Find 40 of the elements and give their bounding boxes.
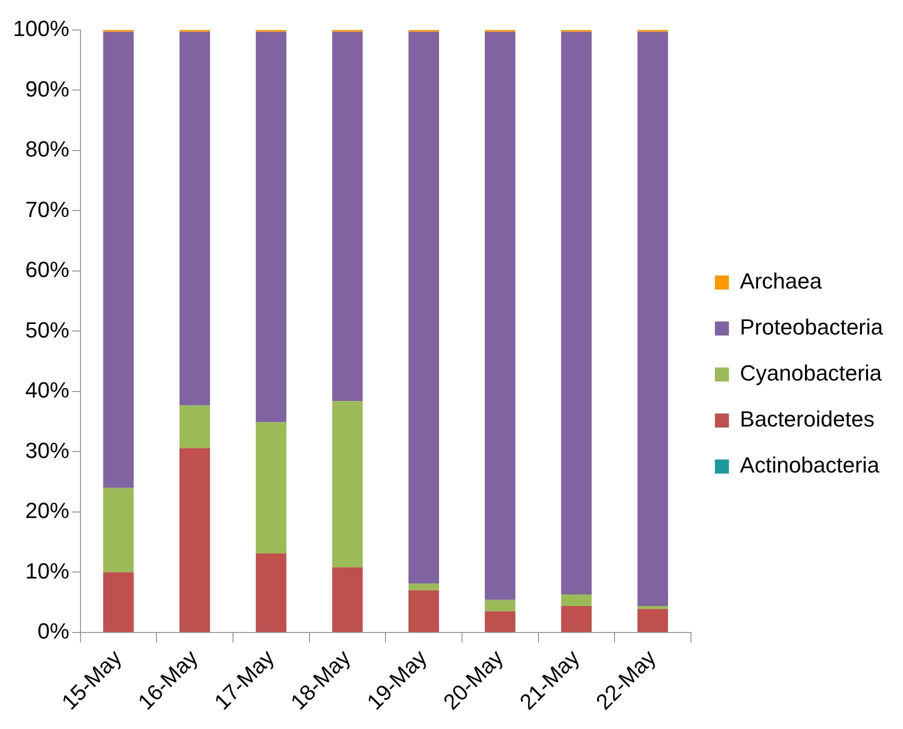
- bar: [103, 488, 134, 572]
- bar: [180, 405, 210, 448]
- bar: [103, 572, 134, 632]
- y-tick-label: 80%: [25, 136, 70, 162]
- legend-label: Archaea: [740, 268, 823, 294]
- bar: [408, 32, 440, 584]
- bar: [484, 600, 516, 612]
- bar: [408, 584, 440, 590]
- y-tick-label: 60%: [25, 257, 70, 282]
- bar: [637, 32, 668, 606]
- y-tick-label: 20%: [25, 498, 70, 524]
- bar: [103, 32, 134, 488]
- bar: [180, 448, 210, 632]
- y-tick-label: 10%: [25, 558, 70, 584]
- bar: [256, 32, 286, 422]
- y-tick-label: 90%: [25, 76, 70, 102]
- bar: [256, 422, 286, 554]
- bar: [180, 32, 210, 406]
- bar: [332, 567, 363, 632]
- y-tick-label: 50%: [25, 317, 70, 342]
- legend-label: Proteobacteria: [740, 314, 884, 340]
- y-tick-label: 0%: [37, 618, 70, 644]
- bar: [561, 32, 592, 595]
- bar: [637, 606, 668, 609]
- bar: [332, 32, 363, 402]
- bar: [256, 554, 286, 632]
- bar: [561, 606, 592, 632]
- bar: [332, 401, 363, 568]
- legend-label: Actinobacteria: [740, 452, 880, 478]
- y-tick-label: 70%: [25, 196, 70, 222]
- bar: [408, 590, 440, 632]
- y-tick-label: 100%: [12, 16, 70, 42]
- bar: [484, 32, 516, 600]
- y-tick-label: 40%: [25, 378, 70, 403]
- legend-label: Bacteroidetes: [740, 406, 874, 432]
- legend-label: Cyanobacteria: [740, 360, 883, 386]
- bar: [637, 608, 668, 632]
- bar: [561, 594, 592, 606]
- y-tick-label: 30%: [25, 438, 70, 463]
- bar: [484, 611, 516, 632]
